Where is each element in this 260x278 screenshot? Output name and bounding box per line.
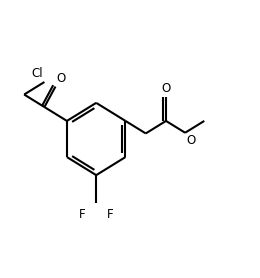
Text: O: O bbox=[57, 72, 66, 85]
Text: F: F bbox=[79, 208, 85, 222]
Text: O: O bbox=[161, 81, 171, 95]
Text: Cl: Cl bbox=[31, 67, 43, 80]
Text: F: F bbox=[107, 208, 114, 222]
Text: O: O bbox=[186, 134, 196, 147]
